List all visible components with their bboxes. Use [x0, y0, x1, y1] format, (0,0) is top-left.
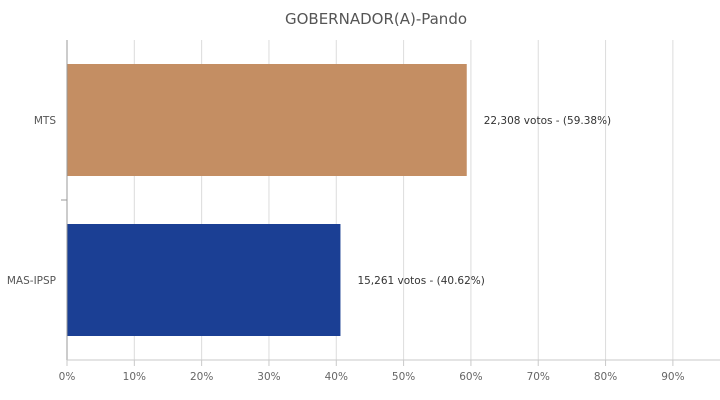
x-tick-label: 60% [459, 371, 482, 383]
x-tick-label: 10% [123, 371, 146, 383]
bar-layer [67, 64, 467, 336]
x-tick-label: 0% [59, 371, 76, 383]
bar-mas-ipsp [67, 224, 341, 336]
x-tick-label: 50% [392, 371, 415, 383]
x-tick-label: 20% [190, 371, 213, 383]
data-label: 22,308 votos - (59.38%) [484, 115, 611, 127]
label-layer: 0% 10% 20% 30% 40% 50% 60% 70% 80% 90% MTS 22,308 v… [7, 115, 685, 383]
x-tick-label: 70% [527, 371, 550, 383]
x-tick-label: 80% [594, 371, 617, 383]
category-label: MAS-IPSP [7, 275, 56, 287]
x-tick-label: 40% [325, 371, 348, 383]
chart-title: GOBERNADOR(A)-Pando [285, 10, 467, 28]
bar-mts [67, 64, 467, 176]
x-tick-label: 30% [257, 371, 280, 383]
x-tick-label: 90% [661, 371, 684, 383]
axis-layer [61, 40, 720, 366]
data-label: 15,261 votos - (40.62%) [357, 275, 484, 287]
category-label: MTS [34, 115, 56, 127]
